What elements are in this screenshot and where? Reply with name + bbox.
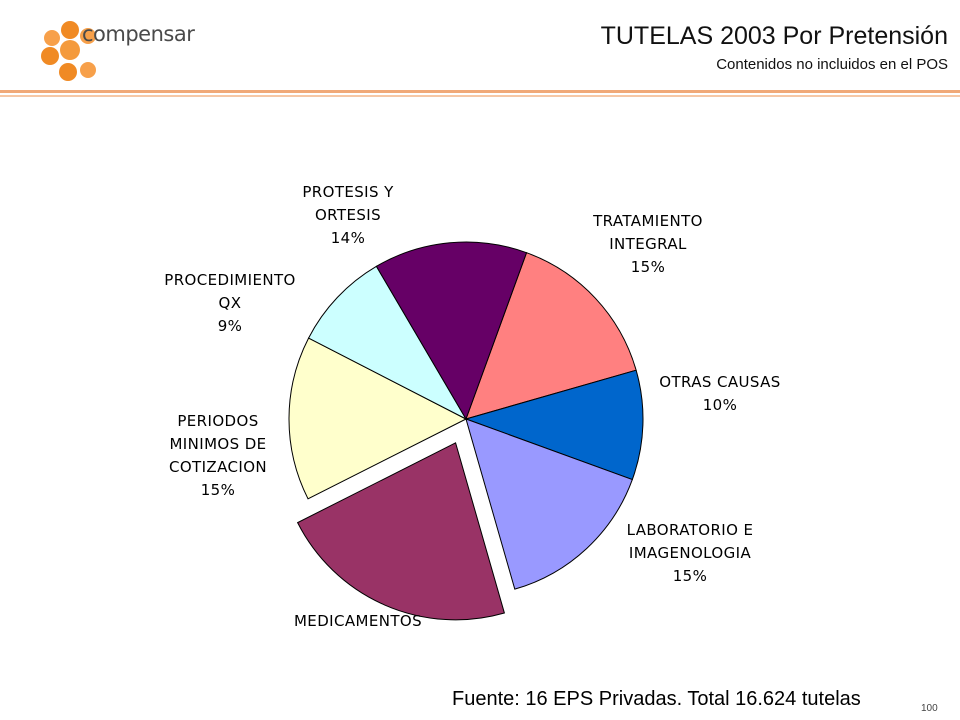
slice-label-procedimiento-qx: PROCEDIMIENTO QX 9%: [164, 271, 295, 335]
pie-slice-medicamentos: [296, 442, 505, 621]
slice-label-otras-causas: OTRAS CAUSAS 10%: [659, 373, 780, 414]
slice-label-tratamiento-integral: TRATAMIENTO INTEGRAL 15%: [592, 212, 703, 276]
source-note: Fuente: 16 EPS Privadas. Total 16.624 tu…: [452, 688, 861, 710]
compensar-logo: [41, 21, 96, 81]
pie-slice-tratamiento-integral: [465, 252, 637, 420]
slice-label-laboratorio-e-imagenologia: LABORATORIO E IMAGENOLOGIA 15%: [627, 521, 754, 585]
pie-slice-protesis-y-ortesis: [375, 241, 528, 421]
header-divider-light: [0, 95, 960, 97]
brand-name: compensar: [82, 22, 195, 46]
slice-label-protesis-y-ortesis: PROTESIS Y ORTESIS 14%: [302, 183, 394, 247]
page-title: TUTELAS 2003 Por Pretensión: [600, 22, 948, 50]
pie-slice-periodos-minimos-de-cotizacion: [288, 337, 468, 500]
slice-label-medicamentos: MEDICAMENTOS: [294, 612, 422, 630]
slice-label-periodos-minimos-de-cotizacion: PERIODOS MINIMOS DE COTIZACION 15%: [169, 412, 267, 499]
page-number: 100: [921, 703, 938, 714]
pie-slice-procedimiento-qx: [307, 265, 468, 421]
pie-slice-laboratorio-e-imagenologia: [465, 418, 633, 590]
page-subtitle: Contenidos no incluidos en el POS: [716, 56, 948, 73]
pie-slice-otras-causas: [464, 369, 644, 481]
header-divider: [0, 90, 960, 93]
